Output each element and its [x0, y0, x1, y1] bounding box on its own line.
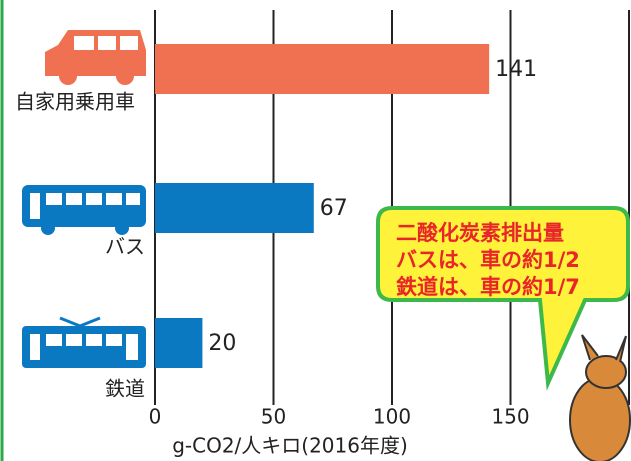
speech-bubble [376, 206, 630, 391]
bar [155, 183, 314, 233]
x-tick-label: 0 [149, 405, 162, 429]
value-label: 20 [208, 331, 236, 356]
annotation-line: 鉄道は、車の約1/7 [396, 275, 580, 299]
mascot [569, 334, 631, 461]
value-label: 67 [320, 196, 348, 221]
category-label: 自家用乗用車 [15, 90, 135, 114]
annotation-line: バスは、車の約1/2 [396, 248, 580, 272]
x-tick-label: 50 [261, 405, 286, 429]
bar [155, 44, 490, 94]
annotation-line: 二酸化炭素排出量 [396, 221, 564, 245]
x-axis-label: g-CO2/人キロ(2016年度) [172, 434, 408, 458]
x-tick-label: 100 [373, 405, 411, 429]
bus-icon [22, 185, 146, 235]
x-tick-label: 150 [491, 405, 529, 429]
value-label: 141 [495, 57, 537, 82]
category-label: 鉄道 [105, 377, 145, 401]
category-label: バス [105, 235, 145, 259]
bar [155, 318, 203, 368]
train-icon [22, 316, 146, 368]
